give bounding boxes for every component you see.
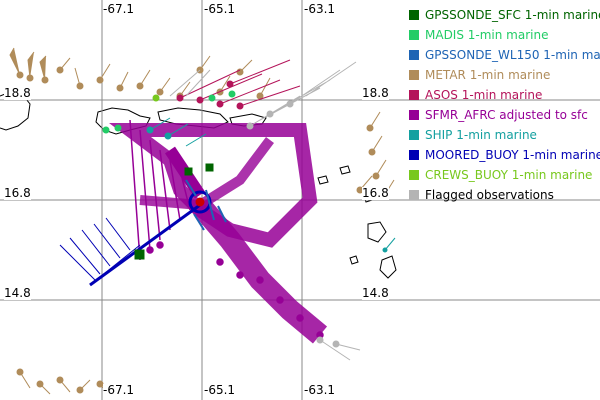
x-tick-bottom-3: -63.1 xyxy=(304,383,336,397)
legend-swatch xyxy=(409,10,419,20)
madis-observations xyxy=(102,90,236,134)
legend-item-asos: ASOS 1-min marine xyxy=(407,86,600,104)
legend-label: SHIP 1-min marine xyxy=(425,128,537,142)
y-tick-right-2: 16.8 xyxy=(362,186,389,200)
legend-swatch xyxy=(409,190,419,200)
legend-item-gpssonde-wl150: GPSSONDE_WL150 1-min marine xyxy=(407,46,600,64)
legend-item-crews-buoy: CREWS_BUOY 1-min marine xyxy=(407,166,600,184)
asos-observations xyxy=(176,59,301,110)
x-tick-bottom-2: -65.1 xyxy=(204,383,236,397)
legend-label: GPSSONDE_WL150 1-min marine xyxy=(425,48,600,62)
legend-swatch xyxy=(409,150,419,160)
legend-label: SFMR_AFRC adjusted to sfc xyxy=(425,108,588,122)
legend-label: MOORED_BUOY 1-min marine xyxy=(425,148,600,162)
x-tick-top-3: -63.1 xyxy=(304,2,336,16)
legend-item-gpssonde-sfc: GPSSONDE_SFC 1-min marine xyxy=(407,6,600,24)
flagged-observations xyxy=(169,61,361,361)
y-tick-right-1: 18.8 xyxy=(362,86,389,100)
x-tick-bottom-1: -67.1 xyxy=(103,383,135,397)
legend-swatch xyxy=(409,90,419,100)
ship-observations xyxy=(146,117,396,253)
legend-label: MADIS 1-min marine xyxy=(425,28,549,42)
legend-item-sfmr-afrc: SFMR_AFRC adjusted to sfc xyxy=(407,106,600,124)
y-tick-left-3: 14.8 xyxy=(4,286,31,300)
legend-item-metar: METAR 1-min marine xyxy=(407,66,600,84)
legend-item-flagged: Flagged observations xyxy=(407,186,600,204)
legend-label: ASOS 1-min marine xyxy=(425,88,543,102)
x-tick-top-1: -67.1 xyxy=(103,2,135,16)
y-tick-left-1: 18.8 xyxy=(4,86,31,100)
y-tick-right-3: 14.8 xyxy=(362,286,389,300)
legend-label: Flagged observations xyxy=(425,188,554,202)
gpssonde-wl150-observations xyxy=(185,179,227,231)
moored-buoy-observations xyxy=(59,190,212,287)
metar-observations xyxy=(9,47,395,397)
legend-item-ship: SHIP 1-min marine xyxy=(407,126,600,144)
legend-swatch xyxy=(409,30,419,40)
crews-buoy-observations xyxy=(152,94,160,102)
legend-swatch xyxy=(409,50,419,60)
legend-swatch xyxy=(409,130,419,140)
y-tick-left-2: 16.8 xyxy=(4,186,31,200)
legend-label: GPSSONDE_SFC 1-min marine xyxy=(425,8,600,22)
gpssonde-sfc-observations xyxy=(134,163,214,260)
legend-swatch xyxy=(409,170,419,180)
legend-swatch xyxy=(409,110,419,120)
legend-label: METAR 1-min marine xyxy=(425,68,551,82)
legend-item-moored-buoy: MOORED_BUOY 1-min marine xyxy=(407,146,600,164)
x-tick-top-2: -65.1 xyxy=(204,2,236,16)
legend-swatch xyxy=(409,70,419,80)
storm-center xyxy=(195,197,205,207)
legend-label: CREWS_BUOY 1-min marine xyxy=(425,168,593,182)
legend-item-madis: MADIS 1-min marine xyxy=(407,26,600,44)
